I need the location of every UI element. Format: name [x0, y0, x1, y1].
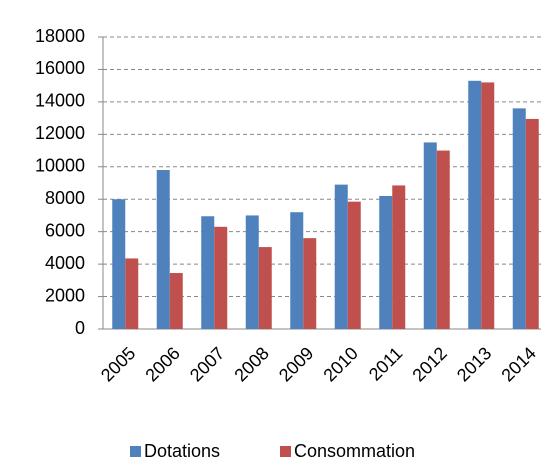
- bar: [468, 80, 482, 329]
- bar: [334, 184, 348, 329]
- x-tick-label: 2014: [497, 343, 539, 385]
- x-tick-label: 2010: [319, 343, 361, 385]
- bar: [303, 238, 317, 329]
- legend-swatch: [280, 446, 291, 457]
- bar: [512, 108, 526, 329]
- bar: [290, 212, 304, 329]
- bar: [525, 118, 539, 329]
- y-tick-label: 8000: [45, 188, 85, 208]
- x-tick-label: 2005: [97, 343, 139, 385]
- x-tick-label: 2009: [275, 343, 317, 385]
- bar: [436, 150, 450, 329]
- y-tick-label: 6000: [45, 220, 85, 240]
- x-tick-label: 2012: [408, 343, 450, 385]
- y-tick-label: 18000: [35, 26, 85, 46]
- x-tick-label: 2007: [186, 343, 228, 385]
- bar: [169, 273, 183, 329]
- bar: [481, 82, 495, 329]
- legend-label: Dotations: [144, 441, 220, 461]
- y-tick-label: 12000: [35, 123, 85, 143]
- y-tick-label: 10000: [35, 156, 85, 176]
- y-tick-label: 4000: [45, 253, 85, 273]
- x-tick-label: 2013: [453, 343, 495, 385]
- bar: [214, 226, 228, 329]
- x-tick-label: 2011: [365, 343, 407, 385]
- legend-swatch: [130, 446, 141, 457]
- x-tick-label: 2006: [141, 343, 183, 385]
- bar: [201, 216, 215, 329]
- bar: [245, 215, 259, 329]
- bar: [392, 185, 406, 329]
- y-tick-label: 14000: [35, 91, 85, 111]
- bar: [379, 195, 393, 329]
- x-tick-label: 2008: [230, 343, 272, 385]
- y-tick-label: 0: [75, 318, 85, 338]
- bar: [347, 201, 361, 329]
- bar: [156, 170, 170, 329]
- bar: [112, 199, 126, 329]
- legend-label: Consommation: [294, 441, 415, 461]
- bar: [125, 258, 139, 329]
- y-tick-label: 2000: [45, 285, 85, 305]
- bar: [423, 142, 437, 329]
- bar: [258, 247, 272, 329]
- y-tick-label: 16000: [35, 58, 85, 78]
